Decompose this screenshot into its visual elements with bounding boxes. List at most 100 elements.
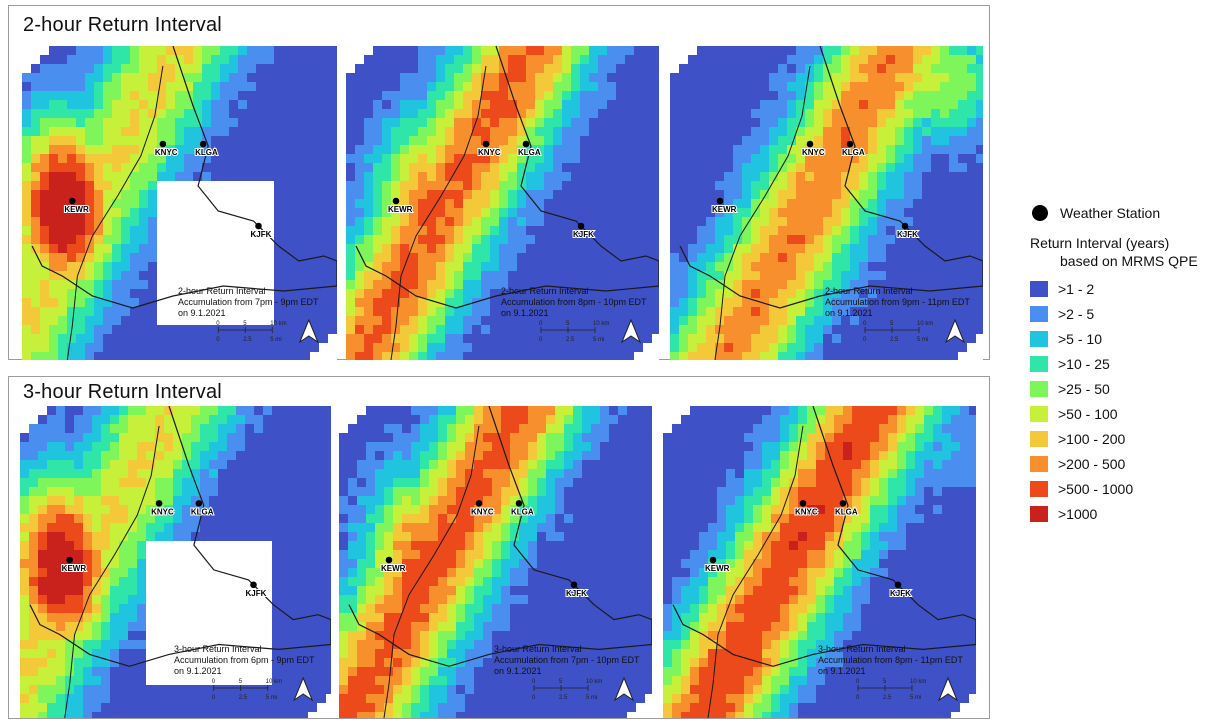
map-panel-3h-8pm-11pm: KNYC KLGA KEWR KJFK 0 5 10 km 0 2.5 5 mi 3-hour Re… <box>663 406 976 718</box>
station-label: KJFK <box>566 589 587 598</box>
station-label: KEWR <box>712 205 737 214</box>
station-label: KEWR <box>62 564 87 573</box>
legend-class-label: >50 - 100 <box>1058 405 1118 422</box>
caption-line1: 3-hour Return Interval <box>494 644 582 654</box>
scale-km-tick: 5 <box>243 321 247 327</box>
caption-line1: 3-hour Return Interval <box>174 644 262 654</box>
station-label: KNYC <box>155 148 178 157</box>
caption-line1: 2-hour Return Interval <box>825 286 913 296</box>
river-outline <box>707 425 804 718</box>
station-label: KEWR <box>381 564 406 573</box>
legend-swatch <box>1030 505 1048 522</box>
map-panel-2h-8pm-10pm: KNYC KLGA KEWR KJFK 0 5 10 km 0 2.5 5 mi 2-hour Re… <box>346 46 659 360</box>
map-panel-3h-7pm-10pm: KNYC KLGA KEWR KJFK 0 5 10 km 0 2.5 5 mi 3-hour Re… <box>339 406 652 718</box>
scale-km-tick: 0 <box>532 679 536 685</box>
scale-mi-tick: 2.5 <box>559 695 568 701</box>
legend-class-label: >2 - 5 <box>1058 305 1095 322</box>
scale-km-tick: 10 km <box>266 679 282 685</box>
return-interval-raster <box>22 46 337 360</box>
station-marker-kewr <box>709 556 717 564</box>
caption-line3: on 9.1.2021 <box>494 666 542 676</box>
legend-class-label: >10 - 25 <box>1058 355 1110 372</box>
legend-swatch <box>1030 305 1048 322</box>
scale-mi-tick: 2.5 <box>883 695 892 701</box>
caption-line1: 3-hour Return Interval <box>818 644 906 654</box>
caption-line2: Accumulation from 8pm - 10pm EDT <box>501 297 647 307</box>
station-label: KEWR <box>705 564 730 573</box>
station-label: KEWR <box>64 205 89 214</box>
station-label: KEWR <box>388 205 413 214</box>
map-svg: KNYC KLGA KEWR KJFK 0 5 10 km 0 2.5 5 mi <box>22 46 337 360</box>
panel-caption: 3-hour Return Interval Accumulation from … <box>494 644 640 677</box>
panel-caption: 2-hour Return Interval Accumulation from … <box>825 286 970 319</box>
station-marker-knyc <box>159 140 167 148</box>
scale-mi-tick: 5 mi <box>270 337 281 343</box>
coastline-outline <box>348 406 652 667</box>
legend-class-label: >200 - 500 <box>1058 455 1126 472</box>
legend-class-item: >200 - 500 <box>1030 451 1212 476</box>
caption-line2: Accumulation from 7pm - 10pm EDT <box>494 655 640 665</box>
scale-km-tick: 5 <box>239 679 243 685</box>
station-marker-knyc <box>799 500 807 507</box>
station-label: KJFK <box>245 589 266 598</box>
coastline-outline <box>29 406 331 667</box>
north-arrow-icon <box>298 318 319 344</box>
north-arrow-icon <box>613 676 635 702</box>
station-marker-kjfk <box>894 581 902 589</box>
scale-mi-tick: 0 <box>212 695 216 701</box>
legend-weather-station: Weather Station <box>1030 202 1212 224</box>
panel-caption: 3-hour Return Interval Accumulation from … <box>174 644 315 677</box>
legend-swatch <box>1030 455 1048 472</box>
station-label: KNYC <box>471 507 494 516</box>
scale-mi-tick: 5 mi <box>917 337 928 343</box>
legend-class-label: >500 - 1000 <box>1058 480 1134 497</box>
station-marker-kjfk <box>570 581 578 589</box>
station-label: KLGA <box>191 507 214 516</box>
station-marker-klga <box>195 500 203 507</box>
station-label: KLGA <box>195 148 218 157</box>
legend-class-item: >10 - 25 <box>1030 351 1212 376</box>
map-svg: KNYC KLGA KEWR KJFK 0 5 10 km 0 2.5 5 mi <box>20 406 331 718</box>
scale-km-tick: 0 <box>863 321 867 327</box>
section-2-hour: 2-hour Return Interval KNYC KLGA KEWR KJFK 0… <box>8 5 990 360</box>
station-marker-kjfk <box>901 222 909 230</box>
scale-mi-tick: 2.5 <box>566 337 575 343</box>
legend-weather-station-label: Weather Station <box>1060 205 1161 221</box>
scale-mi-tick: 2.5 <box>890 337 899 343</box>
caption-line3: on 9.1.2021 <box>174 666 222 676</box>
map-svg: KNYC KLGA KEWR KJFK 0 5 10 km 0 2.5 5 mi <box>339 406 652 718</box>
station-label: KJFK <box>251 230 272 239</box>
scale-mi-tick: 0 <box>216 337 220 343</box>
scale-km-tick: 0 <box>856 679 860 685</box>
caption-line2: Accumulation from 6pm - 9pm EDT <box>174 655 315 665</box>
panel-caption: 3-hour Return Interval Accumulation from … <box>818 644 963 677</box>
legend-swatch <box>1030 480 1048 497</box>
legend-class-item: >500 - 1000 <box>1030 476 1212 501</box>
coastline-outline <box>31 46 337 309</box>
station-marker-knyc <box>475 500 483 507</box>
scale-mi-tick: 0 <box>863 337 867 343</box>
station-marker-kewr <box>385 556 393 564</box>
scale-km-tick: 5 <box>566 321 570 327</box>
station-marker-knyc <box>482 140 490 148</box>
station-marker-kewr <box>66 556 73 564</box>
north-arrow-icon <box>620 318 642 344</box>
scale-mi-tick: 2.5 <box>243 337 252 343</box>
station-label: KNYC <box>478 148 501 157</box>
map-legend: Weather Station Return Interval (years) … <box>1030 202 1212 526</box>
station-marker-knyc <box>806 140 814 148</box>
station-marker-kjfk <box>255 222 262 230</box>
station-marker-klga <box>199 140 207 148</box>
scale-mi-tick: 0 <box>532 695 536 701</box>
station-label: KLGA <box>518 148 541 157</box>
legend-class-item: >1000 <box>1030 501 1212 526</box>
legend-class-label: >1 - 2 <box>1058 280 1095 297</box>
station-marker-kewr <box>392 197 400 205</box>
legend-class-item: >2 - 5 <box>1030 301 1212 326</box>
caption-line2: Accumulation from 8pm - 11pm EDT <box>818 655 963 665</box>
legend-class-item: >100 - 200 <box>1030 426 1212 451</box>
coastline-outline <box>672 406 976 667</box>
scale-mi-tick: 5 mi <box>586 695 597 701</box>
scale-km-tick: 0 <box>539 321 543 327</box>
legend-class-label: >25 - 50 <box>1058 380 1110 397</box>
